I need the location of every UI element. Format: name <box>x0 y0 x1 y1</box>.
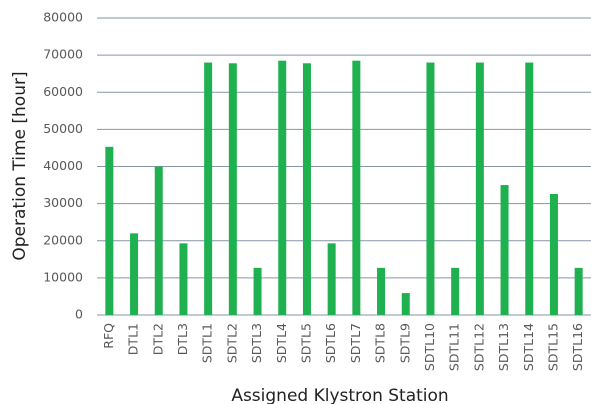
x-tick-label: SDTL4 <box>274 323 289 363</box>
y-tick-label: 0 <box>75 307 83 322</box>
x-tick-label: DTL1 <box>126 323 141 355</box>
x-tick-label: RFQ <box>101 323 116 349</box>
bar <box>179 243 188 315</box>
bar <box>525 62 534 315</box>
bar <box>475 62 484 315</box>
bar <box>130 233 139 315</box>
bar <box>278 60 287 315</box>
x-tick-label: SDTL13 <box>496 323 511 371</box>
x-tick-label: SDTL7 <box>348 323 363 363</box>
bar <box>228 63 237 316</box>
x-tick-label: SDTL12 <box>471 323 486 371</box>
bar <box>105 146 114 315</box>
x-tick-label: SDTL5 <box>298 323 313 363</box>
x-tick-label: SDTL14 <box>521 323 536 371</box>
x-tick-label: SDTL1 <box>200 323 215 363</box>
bar <box>352 60 361 315</box>
bar <box>204 62 213 315</box>
bar <box>574 267 583 315</box>
x-tick-label: SDTL3 <box>249 323 264 363</box>
bar <box>500 185 509 315</box>
y-tick-label: 30000 <box>43 195 83 210</box>
x-tick-label: SDTL11 <box>447 323 462 371</box>
x-axis-title: Assigned Klystron Station <box>231 386 448 404</box>
y-tick-label: 50000 <box>43 121 83 136</box>
x-tick-label: DTL3 <box>175 323 190 355</box>
bar <box>549 193 558 315</box>
bar <box>154 166 163 315</box>
x-tick-label: SDTL2 <box>224 323 239 363</box>
bar <box>327 243 336 315</box>
y-tick-label: 60000 <box>43 84 83 99</box>
x-tick-label: SDTL8 <box>373 323 388 363</box>
x-tick-label: SDTL6 <box>323 323 338 363</box>
x-tick-label: SDTL15 <box>545 323 560 371</box>
bar <box>451 267 460 315</box>
y-tick-label: 20000 <box>43 232 83 247</box>
bar <box>377 267 386 315</box>
bar <box>302 63 311 316</box>
x-tick-label: SDTL16 <box>570 323 585 371</box>
bar <box>401 293 410 315</box>
y-axis-title: Operation Time [hour] <box>10 71 30 260</box>
x-tick-label: SDTL9 <box>397 323 412 363</box>
bar <box>426 62 435 315</box>
x-tick-label: DTL2 <box>150 323 165 355</box>
y-tick-label: 80000 <box>43 10 83 25</box>
y-tick-label: 40000 <box>43 158 83 173</box>
y-tick-label: 10000 <box>43 269 83 284</box>
x-tick-label: SDTL10 <box>422 323 437 371</box>
bar <box>253 267 262 315</box>
y-tick-label: 70000 <box>43 47 83 62</box>
